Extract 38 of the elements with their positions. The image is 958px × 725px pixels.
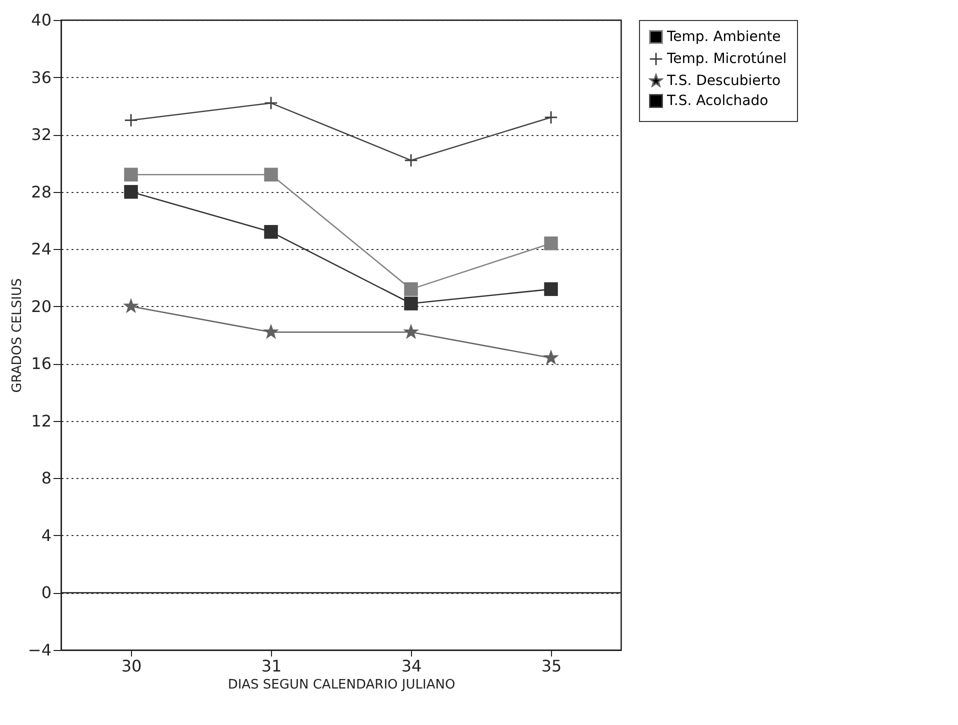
y-tick-label: 28 <box>31 182 52 202</box>
point <box>404 296 418 310</box>
point <box>124 299 138 312</box>
point <box>264 325 278 338</box>
x-tick-label: 30 <box>121 656 142 676</box>
x-tick-label: 31 <box>261 656 282 676</box>
point <box>124 184 138 199</box>
point <box>264 96 278 110</box>
point <box>124 113 138 128</box>
y-tick-label: 32 <box>31 125 52 144</box>
legend-label: T.S. Acolchado <box>666 93 768 109</box>
y-tick-label: 20 <box>31 296 52 316</box>
legend-label: Temp. Microtúnel <box>666 51 787 67</box>
y-tick-label: −4 <box>28 640 52 660</box>
y-axis-title: GRADOS CELSIUS <box>10 278 25 393</box>
point <box>404 325 418 338</box>
y-tick-label: 0 <box>41 583 52 602</box>
point <box>404 153 418 168</box>
y-tick-label: 36 <box>31 68 52 87</box>
point <box>544 110 558 124</box>
y-tick-label: 8 <box>41 468 52 488</box>
y-tick-label: 4 <box>41 526 52 545</box>
point <box>264 225 278 239</box>
y-tick-label: 12 <box>31 411 52 430</box>
y-tick-label: 24 <box>31 240 52 259</box>
point <box>544 282 558 296</box>
point <box>544 351 558 364</box>
point <box>544 236 558 250</box>
x-tick-label: 35 <box>541 656 562 676</box>
x-tick-label: 34 <box>401 656 422 676</box>
x-axis-title: DIAS SEGUN CALENDARIO JULIANO <box>228 678 456 692</box>
y-tick-label: 40 <box>31 10 52 30</box>
legend-label: T.S. Descubierto <box>666 73 781 89</box>
y-tick-label: 16 <box>31 354 52 374</box>
legend-label: Temp. Ambiente <box>666 29 781 45</box>
point <box>264 168 278 182</box>
point <box>404 282 418 296</box>
point <box>124 168 138 182</box>
